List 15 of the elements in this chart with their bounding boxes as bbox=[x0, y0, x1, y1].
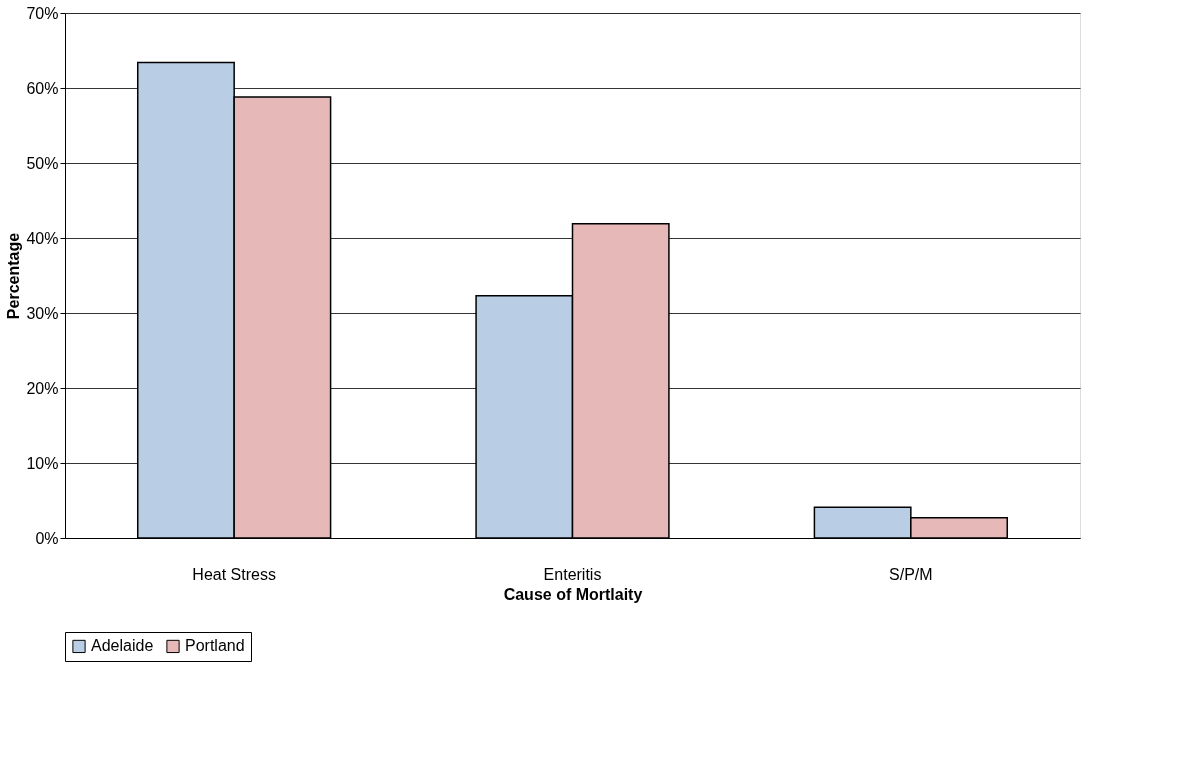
x-tick-label: Heat Stress bbox=[192, 565, 276, 583]
x-tick-label: S/P/M bbox=[889, 565, 933, 583]
y-tick-label: 60% bbox=[26, 79, 59, 97]
y-tick-label: 50% bbox=[26, 154, 59, 172]
y-tick-label: 40% bbox=[26, 229, 59, 247]
legend-label: Adelaide bbox=[91, 637, 154, 655]
y-tick-label: 30% bbox=[26, 304, 59, 322]
y-tick-label: 20% bbox=[26, 379, 59, 397]
y-axis-title: Percentage bbox=[5, 232, 23, 320]
x-tick-label: Enteritis bbox=[543, 565, 602, 583]
x-axis-title: Cause of Mortlaity bbox=[503, 585, 643, 603]
y-tick-label: 70% bbox=[26, 4, 59, 22]
legend-label: Portland bbox=[185, 637, 245, 655]
y-tick-label: 10% bbox=[26, 454, 59, 472]
y-tick-label: 0% bbox=[35, 529, 59, 547]
